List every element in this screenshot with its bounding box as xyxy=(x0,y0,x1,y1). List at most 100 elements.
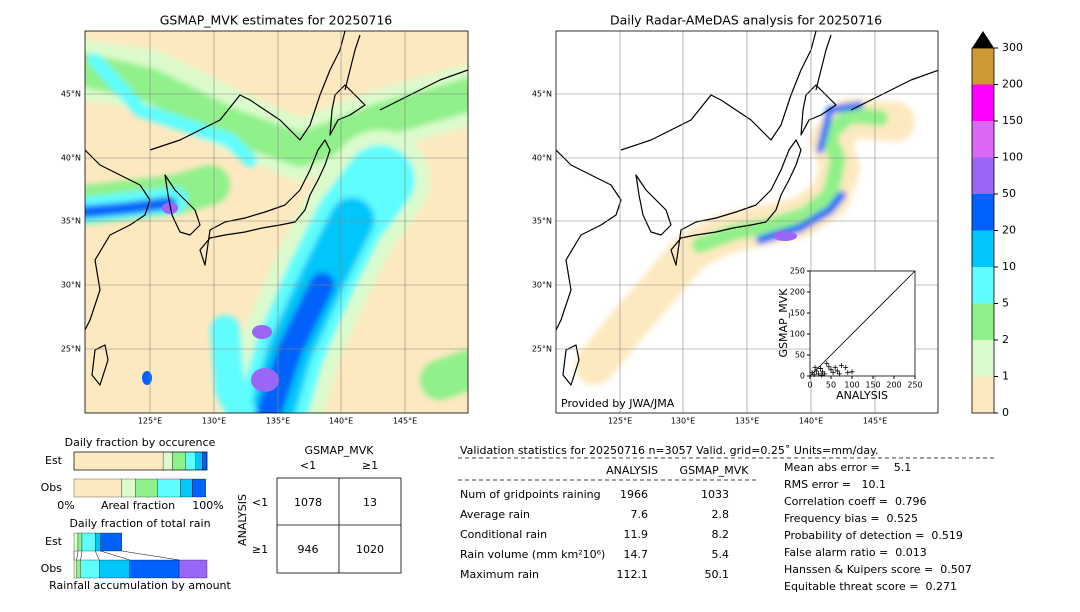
bar-segment xyxy=(192,478,206,498)
scatter-point xyxy=(826,364,832,370)
score: Frequency bias = 0.525 xyxy=(784,512,918,525)
y-tick-label: 50 xyxy=(795,351,805,360)
scatter-point xyxy=(839,363,844,368)
score: Hanssen & Kuipers score = 0.507 xyxy=(784,563,972,576)
y-tick-label: 100 xyxy=(790,330,805,339)
scatter-point xyxy=(845,370,851,376)
scatter-point xyxy=(813,368,819,374)
score: False alarm ratio = 0.013 xyxy=(784,546,927,559)
bar-segment xyxy=(195,451,203,471)
bar-segment xyxy=(73,478,123,498)
bar-segment xyxy=(73,451,164,471)
stat-value: 11.9 xyxy=(624,528,649,541)
x-tick-label: 200 xyxy=(886,381,901,390)
fan-line xyxy=(80,550,83,561)
ct-cell: 1020 xyxy=(356,543,384,556)
scatter-point xyxy=(830,370,836,376)
lat-label: 30°N xyxy=(532,281,552,290)
stat-value: 112.1 xyxy=(617,568,649,581)
fraction-charts: Est Obs Est Obs xyxy=(41,451,208,579)
bar-segment xyxy=(121,478,136,498)
stats-col: ANALYSIS xyxy=(606,464,658,477)
y-tick-label: 250 xyxy=(790,267,805,276)
stat-value: 7.6 xyxy=(631,508,649,521)
scatter-y-label: GSMAP_MVK xyxy=(777,288,790,358)
stat-label: Num of gridpoints raining xyxy=(460,488,601,501)
total-rain-caption: Rainfall accumulation by amount xyxy=(49,579,231,592)
lon-label: 140°E xyxy=(329,417,353,426)
scatter-point xyxy=(812,365,818,371)
scatter-point xyxy=(811,372,817,378)
score: Probability of detection = 0.519 xyxy=(784,529,963,542)
ct-row-title: ANALYSIS xyxy=(236,494,249,546)
occ-axis-label: Areal fraction xyxy=(101,499,175,512)
stat-label: Average rain xyxy=(460,508,530,521)
scatter-x-label: ANALYSIS xyxy=(836,389,888,402)
stats-header: Validation statistics for 20250716 n=305… xyxy=(460,444,879,457)
stat-value: 1033 xyxy=(701,488,729,501)
x-tick-label: 150 xyxy=(865,381,880,390)
lat-label: 45°N xyxy=(532,90,552,99)
bar-segment xyxy=(81,532,96,552)
fan-line xyxy=(121,550,180,561)
row-label: Obs xyxy=(41,562,63,575)
bar-segment xyxy=(100,532,123,552)
stat-value: 14.7 xyxy=(624,548,649,561)
lon-label: 125°E xyxy=(608,417,632,426)
score: Correlation coeff = 0.796 xyxy=(784,495,926,508)
row-label: Est xyxy=(45,535,63,548)
colorbar-segment xyxy=(972,376,994,413)
scatter-point xyxy=(809,370,815,376)
lon-label: 135°E xyxy=(266,417,290,426)
scatter-point xyxy=(828,367,834,373)
bar-segment xyxy=(157,478,181,498)
ct-cell: 1078 xyxy=(294,496,322,509)
stat-value: 5.4 xyxy=(712,548,730,561)
bar-segment xyxy=(185,451,196,471)
credit: Provided by JWA/JMA xyxy=(561,397,675,410)
colorbar-label: 10 xyxy=(1002,260,1016,273)
colorbar-segment xyxy=(972,157,994,194)
colorbar-segment xyxy=(972,340,994,377)
colorbar-label: 200 xyxy=(1002,78,1023,91)
total-rain-title: Daily fraction of total rain xyxy=(69,517,210,530)
y-tick-label: 200 xyxy=(790,288,805,297)
colorbar-extend xyxy=(972,31,994,48)
lat-label: 25°N xyxy=(61,345,81,354)
bar-segment xyxy=(95,532,101,552)
scatter-point xyxy=(849,369,855,375)
lat-label: 40°N xyxy=(61,154,81,163)
bar-segment xyxy=(135,478,158,498)
y-tick-label: 0 xyxy=(800,372,805,381)
lon-label: 130°E xyxy=(202,417,226,426)
score: Equitable threat score = 0.271 xyxy=(784,580,957,593)
right-map-frame xyxy=(555,30,939,414)
colorbar-label: 1 xyxy=(1002,370,1009,383)
ct-cell: 946 xyxy=(298,543,319,556)
lat-label: 35°N xyxy=(61,217,81,226)
colorbar-label: 0 xyxy=(1002,406,1009,419)
bar-segment xyxy=(76,559,81,579)
fan-line xyxy=(95,550,100,561)
bar-segment xyxy=(202,451,208,471)
stat-value: 8.2 xyxy=(712,528,730,541)
ct-title: GSMAP_MVK xyxy=(305,444,375,457)
bar-segment xyxy=(73,532,79,552)
lat-label: 25°N xyxy=(532,345,552,354)
fan-line xyxy=(100,550,130,561)
occ-axis-right: 100% xyxy=(192,499,223,512)
ct-cell: 13 xyxy=(363,496,377,509)
stat-value: 2.8 xyxy=(712,508,730,521)
colorbar-segment xyxy=(972,48,994,85)
score: Mean abs error = 5.1 xyxy=(784,461,911,474)
scatter-point xyxy=(824,360,830,366)
lon-label: 130°E xyxy=(671,417,695,426)
colorbar-segment xyxy=(972,84,994,121)
colorbar-label: 300 xyxy=(1002,41,1023,54)
ct-row: ≥1 xyxy=(252,543,268,556)
stat-label: Rain volume (mm km²10⁶) xyxy=(460,548,605,561)
fan-line xyxy=(76,550,79,561)
colorbar-segment xyxy=(972,121,994,158)
bar-segment xyxy=(129,559,180,579)
